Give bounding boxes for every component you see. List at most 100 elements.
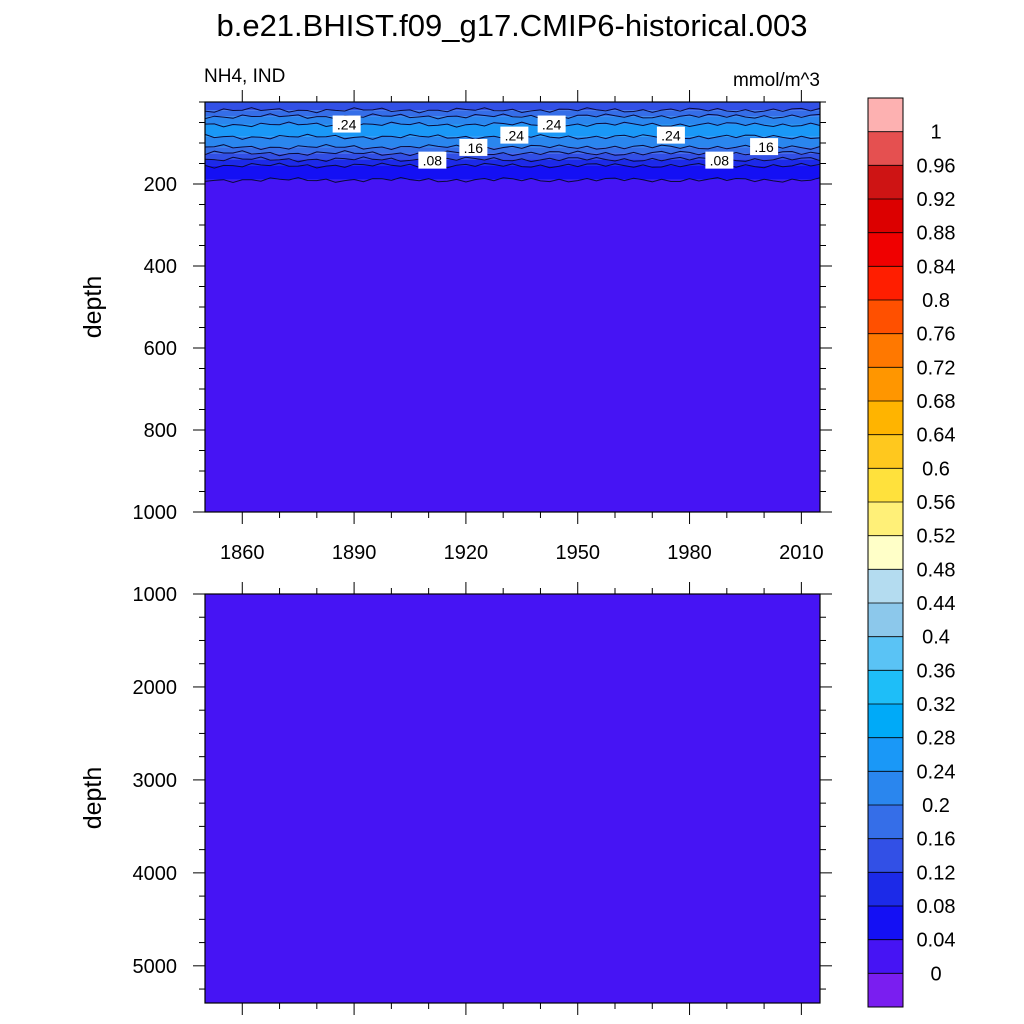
contour-label-box [332,115,361,133]
contour-label: .24 [332,115,361,133]
contour-label: .24 [537,115,566,133]
contour-label-text: .08 [710,153,730,169]
colorbar-swatch [868,872,903,907]
variable-region-label: NH4, IND [204,66,285,87]
colorbar-swatch [868,165,903,200]
contour-label: .16 [750,138,779,156]
contour-label-text: .08 [423,153,443,169]
colorbar-tick-label: 0 [930,963,941,985]
colorbar-swatch [868,805,903,839]
upper-y-tick-label: 800 [144,420,177,442]
colorbar-tick-label: 0.2 [922,795,950,817]
contour-label: .24 [656,126,685,144]
upper-x-tick-label: 1950 [555,542,600,564]
contour-label-text: .24 [505,128,525,144]
contour-label: .16 [459,138,488,156]
contour-label-box [418,151,447,169]
contour-label-box [656,126,685,144]
lower-y-tick-label: 5000 [133,956,178,978]
colorbar-swatch [868,939,903,974]
colorbar-swatch [868,434,903,469]
colorbar-swatch [868,906,903,940]
colorbar-tick-label: 0.64 [917,425,956,447]
upper-x-tick-label: 1980 [667,542,712,564]
upper-depth-band-6 [205,153,820,160]
units-label: mmol/m^3 [733,70,820,91]
colorbar-tick-label: 0.96 [917,155,956,177]
colorbar-swatch [868,266,903,301]
colorbar-tick-label: 0.72 [917,357,956,379]
upper-depth-band-7 [205,159,820,166]
figure-title: b.e21.BHIST.f09_g17.CMIP6-historical.003 [216,8,807,43]
colorbar-swatch [868,502,903,536]
lower-y-tick-label: 3000 [133,770,178,792]
contour-label-box [500,126,529,144]
lower-plot-frame [204,593,821,1004]
colorbar-tick-label: 0.76 [917,324,956,346]
colorbar-tick-label: 0.24 [917,761,956,783]
colorbar-tick-label: 0.4 [922,627,950,649]
contour-line [204,143,821,151]
contour-label-text: .24 [542,117,562,133]
contour-label-text: .16 [464,140,484,156]
upper-axes: 1860 1890 1920 1950 1980 2010 200 400 600 800 1000 [133,90,832,564]
colorbar-swatch [868,636,903,671]
contour-line [204,113,821,120]
colorbar-tick-label: 0.68 [917,391,956,413]
upper-y-axis-label: depth [79,276,107,339]
upper-depth-band-0 [205,102,820,111]
colorbar-swatch [868,300,903,334]
colorbar-swatch [868,98,903,132]
contour-label-text: .16 [754,139,774,155]
colorbar-tick-label: 0.04 [917,930,956,952]
upper-depth-band-8 [205,165,820,180]
colorbar-swatch [868,704,903,738]
contour-label-box [705,151,734,169]
upper-depth-band-5 [205,147,820,154]
colorbar-swatch [868,535,903,570]
colorbar-tick-label: 0.32 [917,694,956,716]
contour-label-box [750,138,779,156]
lower-depth-panel: 1000 2000 3000 4000 5000 depth [79,582,832,1015]
colorbar-tick-label: 0.84 [917,256,956,278]
colorbar-tick-label: 0.48 [917,559,956,581]
colorbar-swatch [868,367,903,402]
lower-axes: 1000 2000 3000 4000 5000 [133,582,832,1015]
colorbar-tick-label: 0.52 [917,526,956,548]
upper-y-tick-label: 400 [144,256,177,278]
contour-label: .08 [418,151,447,169]
colorbar-tick-label: 0.6 [922,458,950,480]
upper-depth-band-9 [205,179,820,512]
upper-depth-band-1 [205,110,820,117]
colorbar-tick-label: 0.92 [917,189,956,211]
lower-y-tick-label: 4000 [133,863,178,885]
colorbar-tick-label: 0.36 [917,660,956,682]
upper-depth-panel: .24 .24 .24 .24 .16 .16 .08 .08 1860 1890 1920 195… [79,90,832,564]
upper-contour-labels: .24 .24 .24 .24 .16 .16 .08 .08 [332,115,779,169]
upper-y-tick-label: 600 [144,338,177,360]
upper-y-tick-label: 1000 [133,502,178,524]
upper-x-tick-label: 1860 [220,542,265,564]
upper-x-tick-label: 2010 [779,542,824,564]
colorbar-swatch [868,401,903,435]
colorbar-tick-label: 0.08 [917,896,956,918]
colorbar-tick-label: 0.56 [917,492,956,514]
colorbar-swatch [868,199,903,233]
lower-y-tick-label: 2000 [133,677,178,699]
colorbar-swatch [868,737,903,772]
contour-label-text: .24 [337,117,357,133]
colorbar-swatch [868,569,903,604]
lower-depth-band-0 [205,594,820,1003]
colorbar-tick-label: 1 [930,122,941,144]
colorbar-swatch [868,670,903,705]
colorbar-swatch [868,232,903,267]
upper-depth-bands [205,102,820,512]
lower-depth-bands [205,594,820,1003]
lower-y-tick-label: 1000 [133,584,178,606]
colorbar-swatch [868,131,903,166]
colorbar-frame [867,97,904,1008]
colorbar-swatch [868,973,903,1008]
contour-label: .08 [705,151,734,169]
lower-y-axis-label: depth [79,767,107,830]
